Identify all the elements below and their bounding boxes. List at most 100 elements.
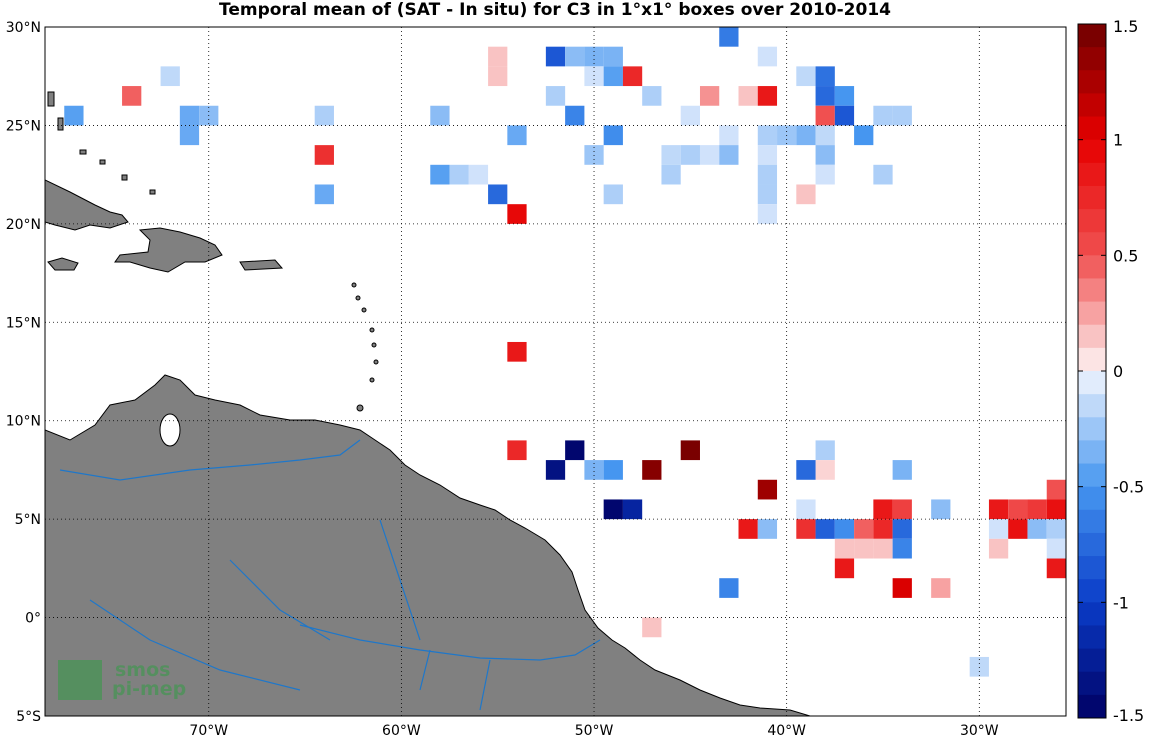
y-tick-label: 10°N	[6, 414, 41, 430]
colorbar-segment	[1078, 24, 1106, 48]
colorbar-tick-label: 1	[1113, 131, 1123, 150]
bahamas-islands	[47, 91, 156, 195]
chart-title: Temporal mean of (SAT - In situ) for C3 …	[219, 0, 891, 20]
heatmap-cell	[757, 184, 778, 205]
heatmap-cell	[815, 105, 835, 126]
colorbar-segment	[1078, 347, 1106, 372]
heatmap-cell	[931, 499, 951, 520]
heatmap-cell	[545, 46, 566, 67]
colorbar-segment	[1078, 671, 1106, 696]
heatmap-cell	[892, 105, 912, 126]
colorbar-segment	[1078, 70, 1106, 94]
heatmap-cell	[699, 145, 720, 165]
colorbar-tick-label: 0.5	[1113, 246, 1138, 265]
heatmap-cell	[160, 66, 180, 87]
heatmap-cell	[815, 86, 835, 106]
heatmap-cell	[603, 125, 623, 146]
heatmap-cell	[449, 164, 469, 185]
colorbar-segment	[1078, 417, 1106, 441]
heatmap-cell	[757, 164, 778, 185]
heatmap-cell	[64, 105, 84, 126]
heatmap-cell	[314, 184, 334, 205]
colorbar-segment	[1078, 232, 1106, 256]
logo-line1: smos	[115, 659, 170, 681]
colorbar-tick-label: -1	[1113, 593, 1129, 612]
heatmap-cell	[757, 86, 778, 106]
heatmap-cell	[545, 86, 566, 106]
y-tick-label: 30°N	[6, 20, 41, 36]
heatmap-cell	[1046, 499, 1066, 520]
heatmap-cell	[603, 46, 623, 67]
heatmap-cell	[796, 184, 816, 205]
heatmap-cell	[507, 341, 527, 362]
colorbar	[1078, 24, 1106, 719]
heatmap-cell	[988, 538, 1009, 559]
heatmap-cell	[892, 460, 912, 480]
heatmap-cell	[757, 204, 778, 224]
heatmap-cell	[854, 538, 874, 559]
heatmap-cell	[584, 46, 604, 67]
colorbar-segment	[1078, 255, 1106, 279]
heatmap-cell	[757, 479, 778, 500]
colorbar-segment	[1078, 93, 1106, 118]
heatmap-cell	[603, 460, 623, 480]
heatmap-cell	[642, 460, 662, 480]
heatmap-cell	[565, 440, 585, 461]
heatmap-cell	[314, 145, 334, 165]
heatmap-cell	[1027, 499, 1047, 520]
heatmap-cell	[603, 499, 623, 520]
heatmap-cell	[680, 440, 700, 461]
heatmap-cell	[738, 519, 758, 539]
colorbar-segment	[1078, 324, 1106, 349]
puerto-rico-land	[239, 259, 284, 271]
x-tick-label: 30°W	[960, 723, 999, 738]
heatmap-cell	[1046, 479, 1066, 500]
heatmap-cell	[854, 125, 874, 146]
heatmap-cell	[622, 66, 643, 87]
colorbar-segment	[1078, 209, 1106, 233]
heatmap-cell	[815, 125, 835, 146]
x-tick-label: 60°W	[382, 723, 421, 738]
heatmap-cell	[796, 499, 816, 520]
heatmap-cell	[719, 27, 739, 47]
x-tick-label: 40°W	[767, 723, 806, 738]
map-layer	[45, 91, 811, 716]
heatmap-cells	[64, 27, 1066, 677]
heatmap-cell	[584, 460, 604, 480]
colorbar-segment	[1078, 278, 1106, 303]
heatmap-cell	[430, 105, 450, 126]
heatmap-cell	[680, 105, 700, 126]
heatmap-cell	[1046, 558, 1066, 579]
heatmap-cell	[661, 164, 681, 185]
lesser-antilles	[351, 282, 379, 412]
heatmap-cell	[834, 86, 855, 106]
colorbar-segment	[1078, 440, 1106, 465]
heatmap-cell	[873, 499, 893, 520]
colorbar-segment	[1078, 116, 1106, 141]
heatmap-cell	[834, 105, 855, 126]
colorbar-segment	[1078, 162, 1106, 187]
plot-frame	[44, 26, 1067, 717]
heatmap-cell	[796, 66, 816, 87]
heatmap-cell	[892, 519, 912, 539]
heatmap-cell	[892, 578, 912, 598]
heatmap-cell	[834, 538, 855, 559]
heatmap-cell	[892, 538, 912, 559]
smos-pimep-logo: smos pi-mep	[58, 659, 186, 700]
heatmap-cell	[873, 164, 893, 185]
logo-mark	[58, 660, 102, 700]
hispaniola-land	[114, 227, 223, 273]
colorbar-segment	[1078, 648, 1106, 673]
heatmap-cell	[796, 460, 816, 480]
heatmap-cell	[988, 499, 1009, 520]
heatmap-cell	[719, 145, 739, 165]
colorbar-segment	[1078, 602, 1106, 626]
heatmap-cell	[719, 578, 739, 598]
colorbar-segment	[1078, 301, 1106, 326]
heatmap-cell	[179, 125, 200, 146]
heatmap-cell	[488, 66, 508, 87]
grid-lines	[45, 26, 1066, 717]
y-axis-ticks: 30°N 25°N 20°N 15°N 10°N 5°N 0° 5°S	[6, 20, 41, 725]
y-tick-label: 5°S	[16, 709, 41, 725]
